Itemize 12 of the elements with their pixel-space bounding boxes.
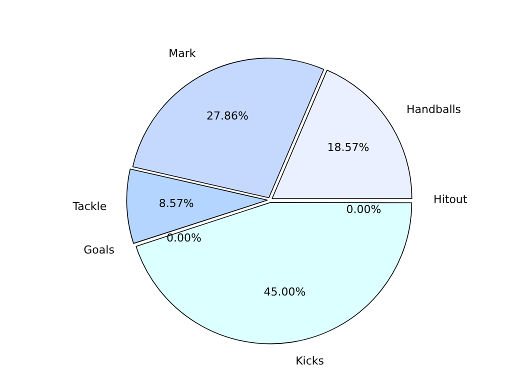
data-label: 18.57%	[327, 141, 370, 154]
category-label: Hitout	[434, 192, 468, 206]
slice-label: Handballs	[406, 102, 462, 116]
data-label: 27.86%	[206, 109, 248, 122]
slice-label: Mark	[168, 47, 196, 60]
slice-label: Kicks	[296, 354, 324, 368]
data-label: 8.57%	[158, 197, 194, 210]
text: 0.00%	[166, 231, 202, 244]
text: 0.00%	[346, 202, 382, 216]
category-label: Goals	[84, 243, 114, 256]
data-label: 45.00%	[264, 285, 306, 298]
slice-label: Tackle	[72, 200, 107, 214]
